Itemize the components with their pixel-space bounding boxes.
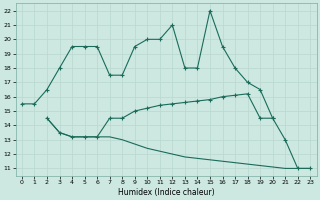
X-axis label: Humidex (Indice chaleur): Humidex (Indice chaleur) [118,188,214,197]
